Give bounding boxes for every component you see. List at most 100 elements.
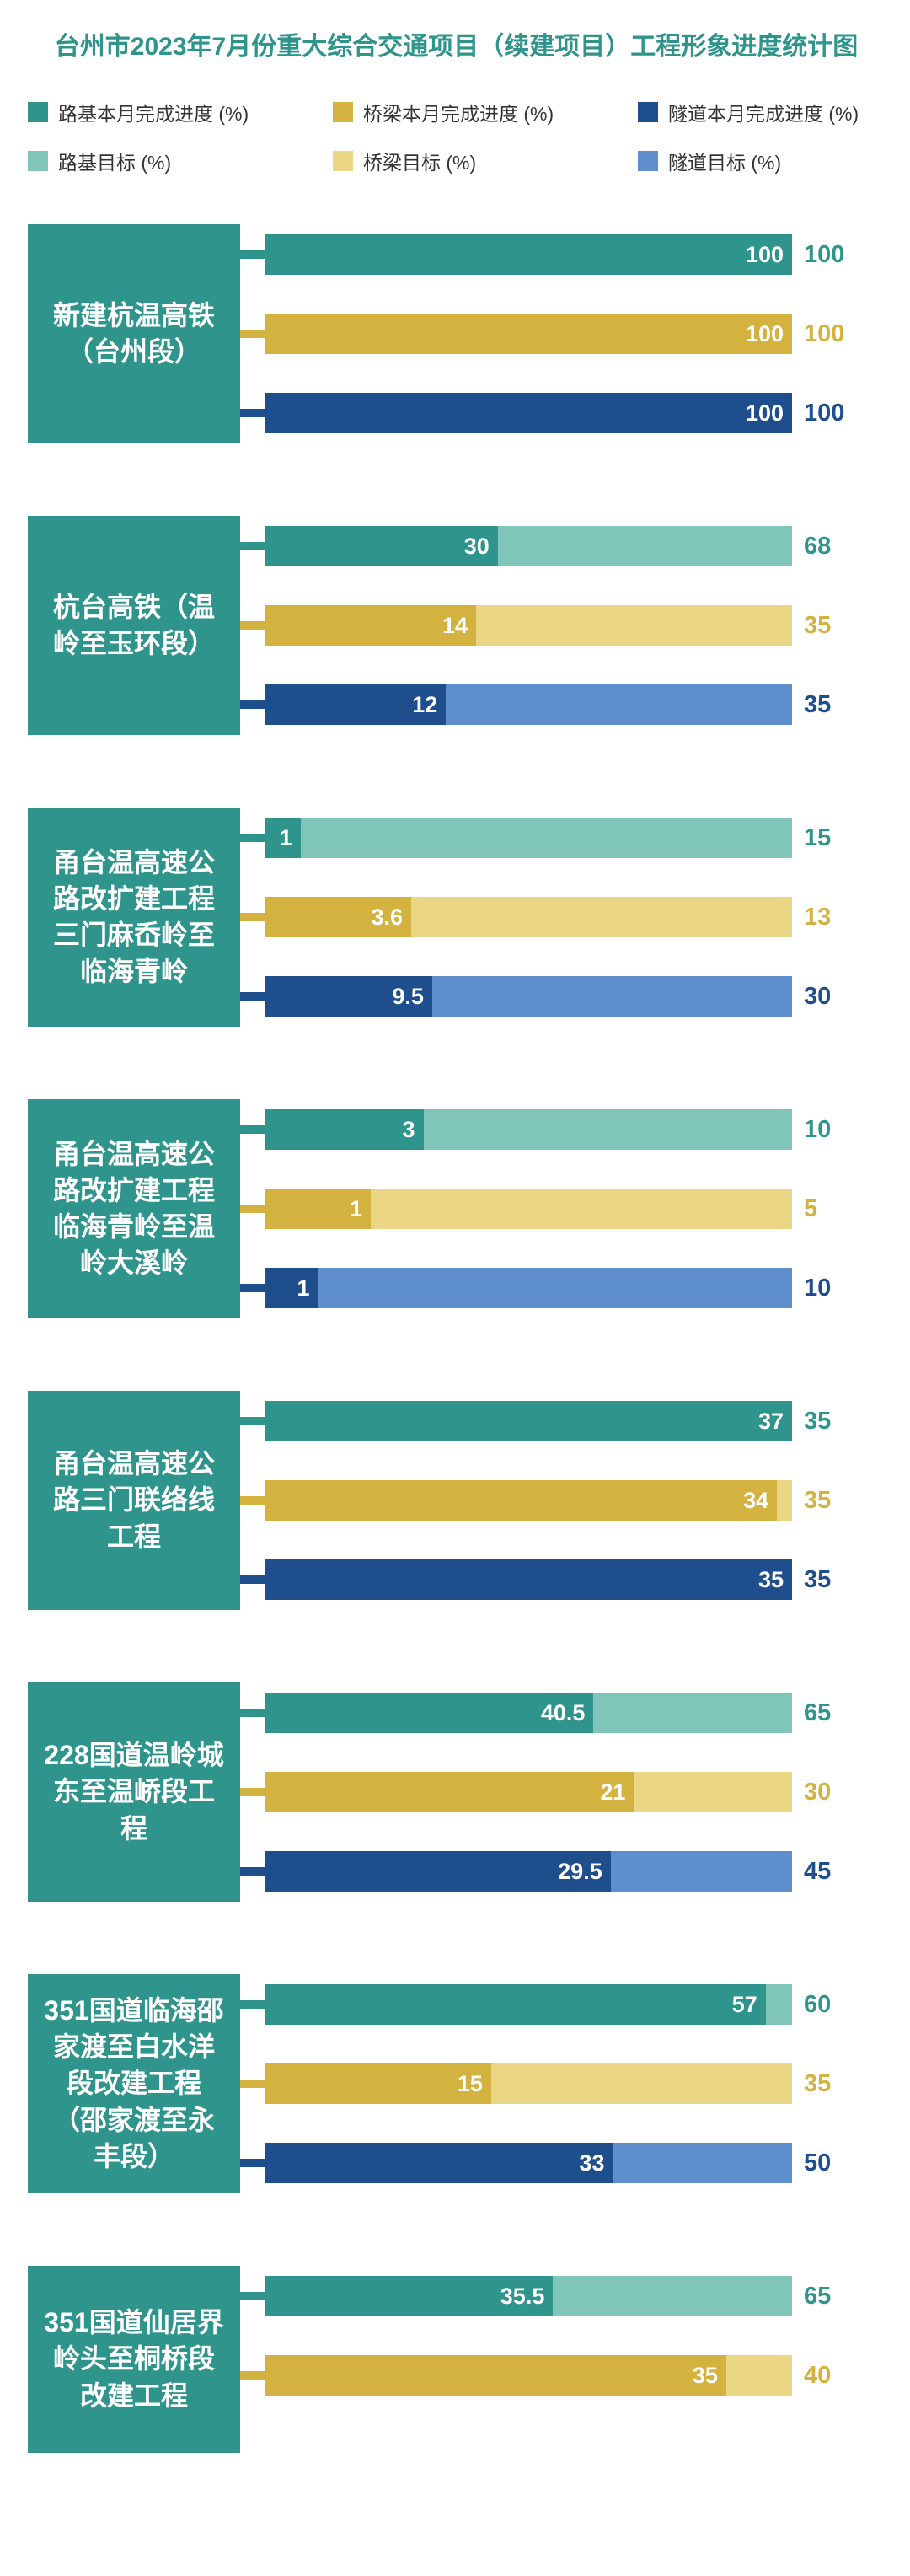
- bar-row: 1 15: [240, 818, 885, 858]
- legend-item-roadbed-target: 路基目标 (%): [28, 147, 333, 175]
- bar-fill: 40.5: [265, 1693, 594, 1733]
- connector-line: [240, 2292, 265, 2300]
- bar-row: 15 35: [240, 2063, 885, 2104]
- chart-title: 台州市2023年7月份重大综合交通项目（续建项目）工程形象进度统计图: [54, 33, 859, 61]
- progress-bar-roadbed: 35.5: [265, 2276, 792, 2316]
- legend-item-bridge-target: 桥梁目标 (%): [333, 147, 638, 175]
- legend-label: 隧道本月完成进度 (%): [668, 103, 859, 125]
- bar-row: 35 40: [240, 2355, 885, 2396]
- progress-bar-tunnel: 1: [265, 1268, 792, 1308]
- project-group-7: 351国道临海邵家渡至白水洋段改建工程（邵家渡至永丰段） 57 60 15: [28, 1974, 885, 2193]
- progress-bar-roadbed: 1: [265, 818, 792, 858]
- bar-row: 3.6 13: [240, 897, 885, 937]
- bar-value-label: 100: [745, 241, 784, 267]
- project-group-5: 甬台温高速公路三门联络线工程 37 35 34 35: [28, 1391, 885, 1610]
- bar-fill: 35.5: [265, 2276, 554, 2316]
- progress-bar-bridge: 15: [265, 2063, 792, 2104]
- bar-value-label: 30: [463, 533, 490, 559]
- connector-line: [240, 700, 265, 709]
- bar-target-label: 30: [804, 1778, 832, 1806]
- bar-value-label: 35: [757, 1566, 784, 1592]
- connector-line: [240, 409, 265, 417]
- progress-bar-tunnel: 9.5: [265, 976, 792, 1017]
- bar-row: 1 5: [240, 1189, 885, 1229]
- bar-row: 35.5 65: [240, 2276, 885, 2316]
- legend-swatch-icon: [28, 151, 48, 171]
- bar-row: 35 35: [240, 1559, 885, 1600]
- bar-target-label: 5: [804, 1194, 818, 1222]
- legend-label: 隧道目标 (%): [668, 152, 782, 174]
- legend-swatch-icon: [638, 102, 658, 122]
- bar-fill: 34: [265, 1480, 778, 1521]
- bar-row: 21 30: [240, 1772, 885, 1812]
- progress-bar-tunnel: 29.5: [265, 1851, 792, 1892]
- project-label: 351国道仙居界岭头至桐桥段改建工程: [28, 2266, 240, 2453]
- project-group-8: 351国道仙居界岭头至桐桥段改建工程 35.5 65 35 40: [28, 2266, 885, 2453]
- bar-fill: 1: [265, 1189, 371, 1229]
- bar-target-label: 65: [804, 2282, 832, 2310]
- bar-target-label: 10: [804, 1274, 832, 1301]
- bar-value-label: 100: [745, 320, 784, 346]
- bar-target-label: 10: [804, 1115, 832, 1143]
- bar-target-label: 100: [804, 319, 845, 347]
- bar-fill: 100: [265, 314, 792, 354]
- progress-bar-roadbed: 30: [265, 526, 792, 566]
- legend-swatch-icon: [333, 102, 353, 122]
- bar-fill: 29.5: [265, 1851, 611, 1892]
- bar-fill: 100: [265, 234, 792, 275]
- bar-value-label: 34: [743, 1487, 769, 1513]
- connector-line: [240, 2080, 265, 2088]
- progress-bar-bridge: 21: [265, 1772, 792, 1812]
- bar-fill: 9.5: [265, 976, 432, 1017]
- legend-item-bridge-value: 桥梁本月完成进度 (%): [333, 98, 638, 126]
- bar-value-label: 35.5: [500, 2283, 545, 2309]
- connector-line: [240, 542, 265, 550]
- progress-bar-bridge: 34: [265, 1480, 792, 1521]
- bar-fill: 57: [265, 1984, 766, 2025]
- bar-value-label: 3: [402, 1116, 415, 1142]
- bar-target-label: 40: [804, 2361, 832, 2389]
- bar-row: 100 100: [240, 234, 885, 275]
- bar-row: 12 35: [240, 684, 885, 725]
- bar-target-label: 100: [804, 240, 845, 268]
- bar-row: 3 10: [240, 1109, 885, 1150]
- project-group-1: 新建杭温高铁（台州段） 100 100 100 100: [28, 224, 885, 443]
- progress-bar-tunnel: 100: [265, 393, 792, 433]
- bar-value-label: 37: [757, 1408, 784, 1434]
- bar-fill: 37: [265, 1401, 792, 1441]
- bar-target-label: 60: [804, 1990, 832, 2018]
- connector-line: [240, 1575, 265, 1584]
- project-group-6: 228国道温岭城东至温峤段工程 40.5 65 21 30: [28, 1682, 885, 1902]
- bar-fill: 15: [265, 2063, 491, 2104]
- project-label: 新建杭温高铁（台州段）: [28, 224, 240, 443]
- bar-value-label: 100: [745, 400, 784, 426]
- bar-target-label: 35: [804, 1486, 832, 1514]
- progress-bar-bridge: 3.6: [265, 897, 792, 937]
- bar-row: 29.5 45: [240, 1851, 885, 1892]
- bar-value-label: 33: [579, 2149, 605, 2176]
- legend-label: 桥梁本月完成进度 (%): [363, 103, 554, 125]
- connector-line: [240, 330, 265, 338]
- connector-line: [240, 992, 265, 1001]
- progress-bar-tunnel: 35: [265, 1559, 792, 1600]
- progress-bar-bridge: 35: [265, 2355, 792, 2396]
- bar-value-label: 1: [349, 1195, 362, 1221]
- bar-fill: 14: [265, 605, 476, 646]
- progress-bar-bridge: 14: [265, 605, 792, 646]
- bar-value-label: 29.5: [558, 1858, 602, 1884]
- legend-swatch-icon: [638, 151, 658, 171]
- bar-fill: 3.6: [265, 897, 412, 937]
- bar-value-label: 14: [442, 612, 468, 638]
- progress-bar-roadbed: 3: [265, 1109, 792, 1150]
- connector-line: [240, 1788, 265, 1796]
- bar-target-label: 45: [804, 1857, 832, 1885]
- bar-target-label: 15: [804, 824, 832, 851]
- bar-value-label: 9.5: [392, 983, 424, 1009]
- project-label: 杭台高铁（温岭至玉环段）: [28, 516, 240, 735]
- bar-target-label: 35: [804, 2069, 832, 2097]
- project-label: 351国道临海邵家渡至白水洋段改建工程（邵家渡至永丰段）: [28, 1974, 240, 2193]
- bar-row: 100 100: [240, 314, 885, 354]
- bar-value-label: 57: [731, 1991, 757, 2017]
- connector-line: [240, 913, 265, 921]
- bar-fill: 12: [265, 684, 447, 725]
